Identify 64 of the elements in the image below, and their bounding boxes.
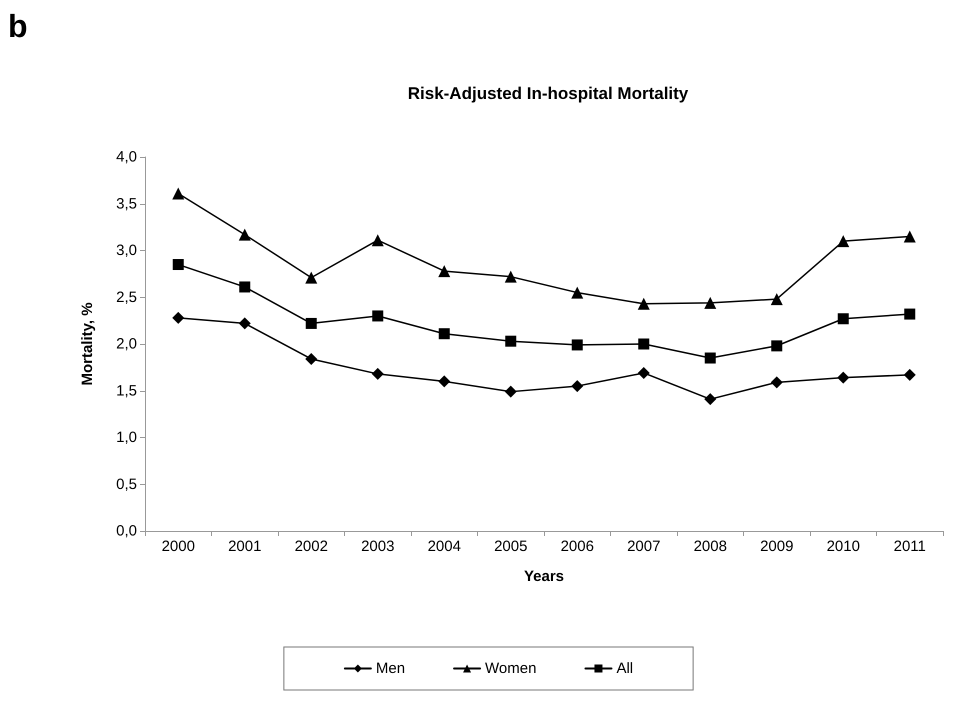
- point: [771, 340, 782, 352]
- y-tick-label: 4,0: [116, 148, 137, 166]
- point: [504, 386, 517, 398]
- point: [770, 376, 783, 388]
- y-tick-label: 0,5: [116, 476, 137, 493]
- point: [571, 380, 584, 392]
- x-tick-label: 2002: [294, 538, 328, 555]
- y-tick-label: 2,5: [116, 288, 137, 306]
- point: [704, 393, 716, 406]
- point: [372, 234, 384, 246]
- point: [438, 328, 450, 340]
- point: [904, 368, 916, 381]
- text: b: [8, 8, 28, 45]
- x-tick-label: 2001: [228, 538, 262, 555]
- point: [172, 312, 184, 324]
- point: [638, 338, 650, 350]
- x-tick-label: 2004: [428, 538, 461, 555]
- point: [770, 293, 783, 306]
- point: [372, 368, 384, 380]
- point: [172, 187, 184, 200]
- x-tick-label: 2000: [162, 538, 195, 555]
- point: [837, 372, 850, 384]
- point: [838, 313, 849, 324]
- x-tick-label: 2005: [494, 538, 528, 555]
- point: [704, 352, 716, 364]
- x-tick-label: 2007: [627, 538, 660, 555]
- point: [238, 317, 251, 330]
- point: [572, 339, 583, 350]
- legend-label: Men: [376, 660, 406, 677]
- point: [837, 235, 850, 248]
- y-tick-label: 0,0: [116, 522, 137, 540]
- point: [238, 228, 251, 241]
- y-tick-label: 1,0: [116, 429, 137, 446]
- x-tick-label: 2003: [361, 538, 394, 555]
- chart-title: Risk-Adjusted In-hospital Mortality: [408, 84, 689, 103]
- point: [305, 272, 318, 284]
- legend-label: Women: [485, 660, 536, 677]
- point: [638, 366, 650, 379]
- point: [372, 310, 384, 322]
- point: [904, 230, 916, 242]
- point: [571, 286, 584, 299]
- legend-label: All: [616, 660, 634, 677]
- x-axis-title: Years: [524, 568, 564, 585]
- point: [306, 318, 317, 329]
- point: [305, 352, 318, 365]
- point: [638, 298, 650, 310]
- point: [172, 259, 184, 270]
- x-tick-label: 2011: [894, 538, 926, 555]
- y-axis-title: Mortality, %: [79, 302, 96, 386]
- y-tick-label: 3,0: [116, 242, 137, 259]
- x-tick-label: 2009: [760, 538, 794, 555]
- point: [704, 296, 716, 309]
- y-tick-label: 1,5: [116, 382, 137, 400]
- point: [239, 281, 250, 292]
- point: [438, 265, 450, 278]
- point: [505, 336, 516, 347]
- point: [438, 375, 450, 388]
- x-tick-label: 2006: [560, 538, 594, 555]
- point: [904, 308, 916, 320]
- y-tick-label: 3,5: [116, 195, 137, 212]
- x-tick-label: 2008: [694, 538, 727, 555]
- x-tick-label: 2010: [826, 538, 860, 555]
- y-tick-label: 2,0: [116, 336, 137, 352]
- point: [504, 270, 517, 283]
